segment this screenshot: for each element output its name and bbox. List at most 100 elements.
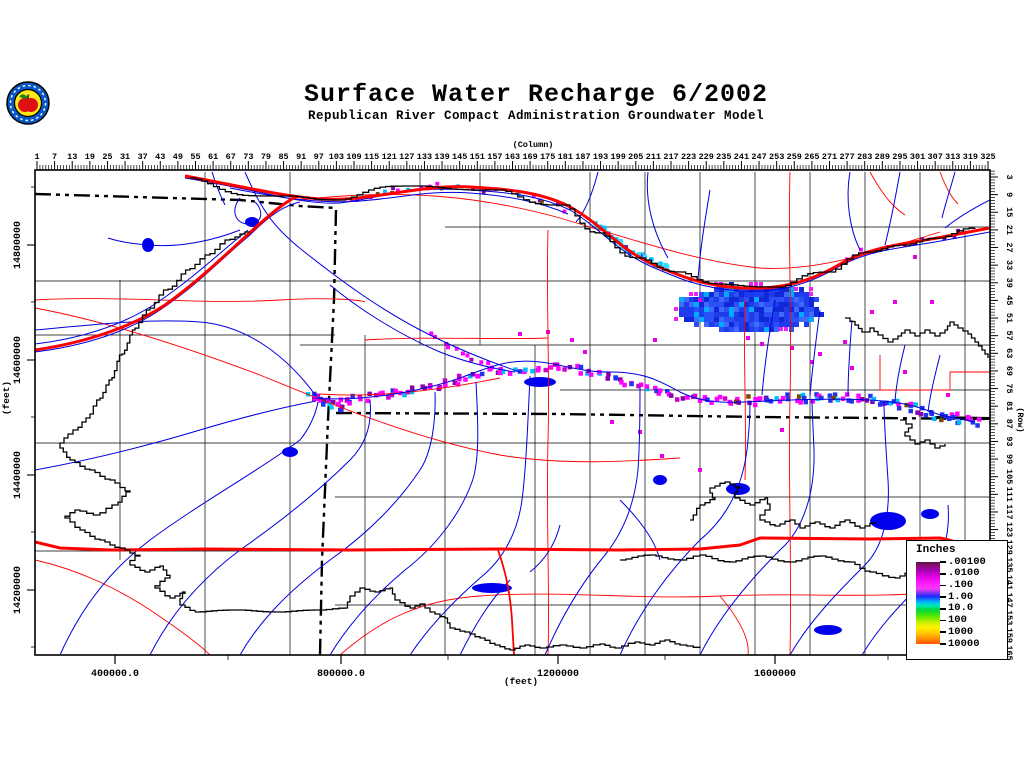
river: [459, 579, 511, 655]
river: [847, 171, 861, 251]
bottom-tick-label: 400000.0: [91, 669, 139, 680]
recharge-cell: [329, 405, 334, 410]
recharge-cell: [657, 388, 663, 393]
recharge-cell: [698, 298, 702, 302]
recharge-cell: [365, 398, 371, 404]
recharge-cell: [540, 199, 544, 204]
recharge-cell: [531, 194, 536, 199]
recharge-cell: [734, 297, 739, 302]
recharge-cell: [794, 317, 799, 322]
recharge-cell: [814, 307, 819, 312]
recharge-cell: [530, 368, 535, 374]
column-tick-label: 109: [346, 152, 361, 162]
recharge-cell: [585, 371, 590, 376]
recharge-cell: [799, 312, 804, 317]
road: [788, 171, 792, 655]
river: [329, 381, 479, 655]
recharge-cell: [679, 302, 684, 307]
recharge-cell: [804, 302, 809, 307]
river: [646, 171, 669, 259]
column-tick-label: 85: [278, 152, 288, 162]
recharge-cell: [831, 395, 836, 401]
recharge-cell: [719, 297, 724, 302]
recharge-cell: [850, 366, 854, 370]
recharge-cell: [724, 292, 729, 297]
recharge-cell: [789, 307, 794, 312]
recharge-cell: [714, 292, 719, 297]
recharge-cell: [654, 388, 659, 394]
recharge-cell: [674, 307, 678, 311]
recharge-cell: [819, 395, 824, 401]
recharge-cell: [402, 392, 407, 398]
recharge-cell: [390, 388, 395, 393]
recharge-cell: [739, 322, 744, 327]
recharge-cell: [702, 395, 708, 400]
recharge-cell: [586, 368, 591, 374]
recharge-cell: [784, 322, 789, 327]
recharge-cell: [694, 317, 699, 322]
recharge-cell: [596, 369, 602, 375]
recharge-cell: [685, 395, 690, 400]
recharge-cell: [784, 287, 789, 292]
recharge-cell: [704, 292, 709, 297]
recharge-cell: [739, 287, 744, 292]
river: [761, 299, 776, 396]
recharge-cell: [809, 292, 813, 296]
recharge-cell: [396, 188, 400, 193]
recharge-cell: [769, 292, 774, 297]
recharge-cell: [684, 307, 689, 312]
row-tick-label: 69: [1004, 366, 1014, 376]
recharge-cell: [709, 302, 714, 307]
recharge-cell: [746, 394, 751, 399]
column-tick-label: 205: [628, 152, 643, 162]
recharge-cell: [375, 192, 380, 196]
recharge-cell: [744, 292, 749, 297]
recharge-cell: [602, 225, 607, 231]
recharge-cell: [789, 297, 794, 302]
recharge-cell: [809, 302, 814, 307]
recharge-cell: [636, 252, 642, 257]
recharge-cell: [930, 300, 934, 304]
recharge-cell: [684, 312, 689, 317]
recharge-cell: [562, 367, 567, 372]
row-tick-label: 129: [1004, 540, 1014, 555]
lake: [653, 475, 667, 485]
river: [699, 399, 815, 655]
recharge-cell: [893, 300, 897, 304]
recharge-cell: [734, 307, 739, 312]
recharge-cell: [692, 393, 698, 399]
recharge-cell: [946, 416, 952, 421]
recharge-cell: [665, 389, 670, 394]
recharge-cell: [769, 307, 774, 312]
recharge-cell: [744, 307, 749, 312]
recharge-cell: [918, 412, 924, 417]
column-tick-label: 7: [52, 152, 57, 162]
recharge-cell: [497, 370, 502, 374]
column-tick-label: 19: [85, 152, 95, 162]
recharge-cell: [513, 367, 518, 372]
recharge-cell: [809, 287, 813, 291]
recharge-cell: [476, 374, 481, 379]
recharge-cell: [536, 365, 541, 371]
row-tick-label: 159: [1004, 628, 1014, 643]
column-tick-label: 253: [769, 152, 784, 162]
recharge-cell: [804, 312, 809, 317]
road: [35, 559, 211, 655]
recharge-cell: [894, 398, 900, 404]
recharge-cell: [709, 322, 714, 327]
recharge-cell: [331, 399, 336, 405]
recharge-cell: [735, 396, 740, 402]
column-tick-label: 13: [67, 152, 77, 162]
row-tick-label: 147: [1004, 592, 1014, 607]
recharge-cell: [896, 406, 902, 411]
recharge-cell: [653, 338, 657, 342]
recharge-cell: [556, 366, 561, 371]
row-tick-label: 99: [1004, 454, 1014, 464]
recharge-cell: [724, 302, 729, 307]
recharge-cell: [724, 322, 729, 327]
row-axis-title: (Row): [1015, 407, 1024, 433]
recharge-cell: [349, 198, 354, 202]
column-tick-label: 169: [522, 152, 537, 162]
left-tick-label: 14200000: [13, 566, 24, 614]
lake: [524, 377, 556, 387]
